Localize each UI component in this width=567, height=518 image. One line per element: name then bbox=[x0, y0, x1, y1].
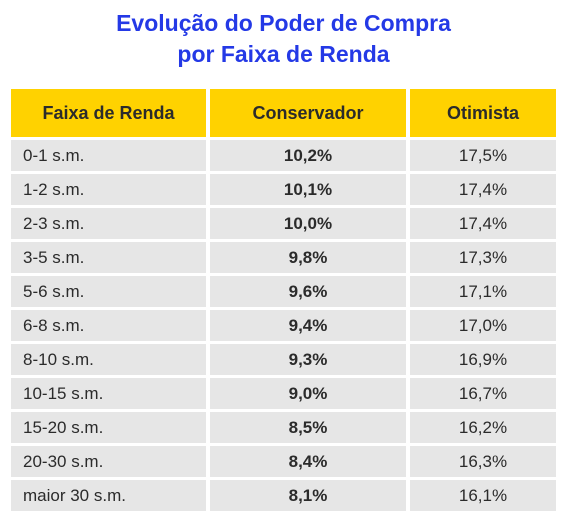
chart-title: Evolução do Poder de Compra por Faixa de… bbox=[0, 8, 567, 70]
cell-otimista: 17,4% bbox=[410, 208, 556, 239]
cell-faixa: 8-10 s.m. bbox=[11, 344, 210, 375]
header-row: Faixa de Renda Conservador Otimista bbox=[11, 89, 556, 137]
cell-faixa: 2-3 s.m. bbox=[11, 208, 210, 239]
header-otimista: Otimista bbox=[410, 89, 556, 137]
table-row: 20-30 s.m. 8,4% 16,3% bbox=[11, 446, 556, 477]
cell-otimista: 17,0% bbox=[410, 310, 556, 341]
cell-conservador: 9,8% bbox=[210, 242, 410, 273]
title-line-1: Evolução do Poder de Compra bbox=[116, 10, 451, 36]
table-row: 2-3 s.m. 10,0% 17,4% bbox=[11, 208, 556, 239]
table-body: 0-1 s.m. 10,2% 17,5% 1-2 s.m. 10,1% 17,4% 2-3 … bbox=[11, 140, 556, 511]
cell-faixa: 20-30 s.m. bbox=[11, 446, 210, 477]
cell-conservador: 8,1% bbox=[210, 480, 410, 511]
header-faixa: Faixa de Renda bbox=[11, 89, 210, 137]
cell-otimista: 16,7% bbox=[410, 378, 556, 409]
cell-conservador: 8,5% bbox=[210, 412, 410, 443]
cell-otimista: 17,3% bbox=[410, 242, 556, 273]
cell-otimista: 16,1% bbox=[410, 480, 556, 511]
cell-conservador: 9,3% bbox=[210, 344, 410, 375]
table-row: 5-6 s.m. 9,6% 17,1% bbox=[11, 276, 556, 307]
cell-faixa: 3-5 s.m. bbox=[11, 242, 210, 273]
table-row: 1-2 s.m. 10,1% 17,4% bbox=[11, 174, 556, 205]
table-row: 8-10 s.m. 9,3% 16,9% bbox=[11, 344, 556, 375]
cell-conservador: 10,1% bbox=[210, 174, 410, 205]
table-row: 15-20 s.m. 8,5% 16,2% bbox=[11, 412, 556, 443]
cell-faixa: maior 30 s.m. bbox=[11, 480, 210, 511]
cell-conservador: 9,6% bbox=[210, 276, 410, 307]
cell-otimista: 16,3% bbox=[410, 446, 556, 477]
table-row: 3-5 s.m. 9,8% 17,3% bbox=[11, 242, 556, 273]
cell-otimista: 17,5% bbox=[410, 140, 556, 171]
header-conservador: Conservador bbox=[210, 89, 410, 137]
cell-otimista: 17,4% bbox=[410, 174, 556, 205]
cell-conservador: 8,4% bbox=[210, 446, 410, 477]
cell-faixa: 5-6 s.m. bbox=[11, 276, 210, 307]
income-table: Faixa de Renda Conservador Otimista 0-1 … bbox=[11, 86, 556, 514]
cell-faixa: 6-8 s.m. bbox=[11, 310, 210, 341]
cell-otimista: 16,9% bbox=[410, 344, 556, 375]
cell-faixa: 1-2 s.m. bbox=[11, 174, 210, 205]
cell-faixa: 10-15 s.m. bbox=[11, 378, 210, 409]
cell-conservador: 9,4% bbox=[210, 310, 410, 341]
cell-conservador: 10,2% bbox=[210, 140, 410, 171]
cell-otimista: 16,2% bbox=[410, 412, 556, 443]
cell-otimista: 17,1% bbox=[410, 276, 556, 307]
title-line-2: por Faixa de Renda bbox=[177, 41, 390, 67]
table-row: 0-1 s.m. 10,2% 17,5% bbox=[11, 140, 556, 171]
table-row: 6-8 s.m. 9,4% 17,0% bbox=[11, 310, 556, 341]
table-row: maior 30 s.m. 8,1% 16,1% bbox=[11, 480, 556, 511]
cell-faixa: 15-20 s.m. bbox=[11, 412, 210, 443]
table-row: 10-15 s.m. 9,0% 16,7% bbox=[11, 378, 556, 409]
cell-conservador: 9,0% bbox=[210, 378, 410, 409]
cell-faixa: 0-1 s.m. bbox=[11, 140, 210, 171]
cell-conservador: 10,0% bbox=[210, 208, 410, 239]
